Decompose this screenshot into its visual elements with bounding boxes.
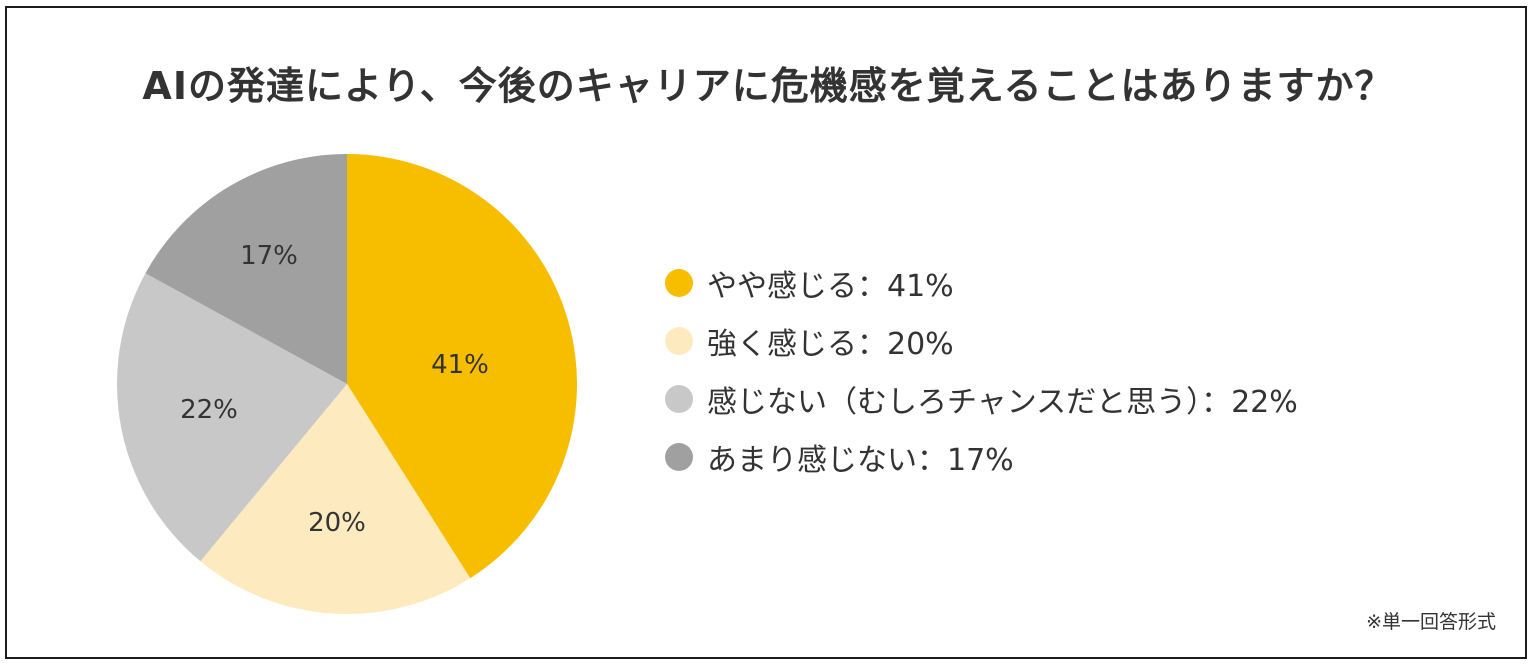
chart-title: AIの発達により、今後のキャリアに危機感を覚えることはありますか？ bbox=[142, 64, 1394, 108]
pie-slice bbox=[200, 384, 471, 614]
legend-dot-icon bbox=[665, 385, 693, 413]
pie-slice bbox=[116, 273, 347, 562]
pie-slice bbox=[347, 154, 577, 579]
answer-format-note: ※単一回答形式 bbox=[1366, 611, 1496, 633]
legend-item-slightly: やや感じる：41% bbox=[665, 254, 1298, 312]
legend-label: やや感じる：41% bbox=[707, 269, 954, 304]
pie-svg bbox=[116, 154, 577, 614]
legend-label: 感じない（むしろチャンスだと思う）：22% bbox=[707, 385, 1298, 420]
legend-label: あまり感じない：17% bbox=[707, 443, 1014, 478]
slice-label-not-much: 17% bbox=[240, 241, 298, 271]
legend-label: 強く感じる：20% bbox=[707, 327, 954, 362]
legend-dot-icon bbox=[665, 327, 693, 355]
pie-slice bbox=[145, 154, 347, 384]
legend-item-not-much: あまり感じない：17% bbox=[665, 428, 1298, 486]
slice-label-slightly: 41% bbox=[431, 350, 489, 380]
legend-dot-icon bbox=[665, 269, 693, 297]
slice-label-not-chance: 22% bbox=[180, 395, 238, 425]
legend-dot-icon bbox=[665, 443, 693, 471]
legend: やや感じる：41% 強く感じる：20% 感じない（むしろチャンスだと思う）：22… bbox=[665, 254, 1298, 486]
legend-item-strongly: 強く感じる：20% bbox=[665, 312, 1298, 370]
pie-chart: 41% 20% 22% 17% bbox=[116, 154, 577, 614]
legend-item-not-chance: 感じない（むしろチャンスだと思う）：22% bbox=[665, 370, 1298, 428]
slice-label-strongly: 20% bbox=[308, 508, 366, 538]
